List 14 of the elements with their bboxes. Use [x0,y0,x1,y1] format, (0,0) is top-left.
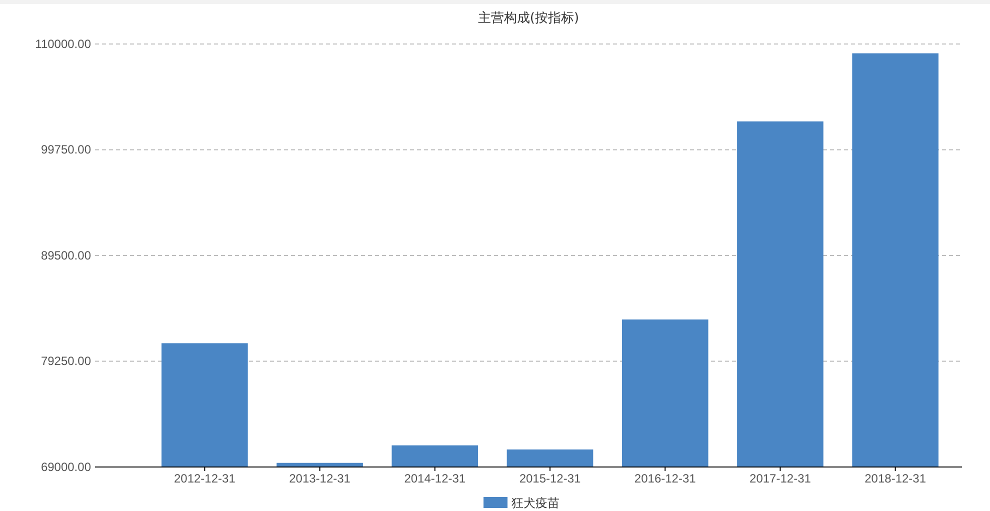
y-tick-label: 69000.00 [40,460,92,474]
chart-title: 主营构成(按指标) [478,10,580,26]
y-tick-label: 79250.00 [40,354,92,368]
x-tick-label: 2017-12-31 [750,472,812,486]
x-tick-label: 2016-12-31 [634,472,696,486]
x-tick-label: 2014-12-31 [404,472,466,486]
legend-label: 狂犬疫苗 [512,496,560,510]
x-tick-label: 2015-12-31 [519,472,582,486]
y-tick-label: 110000.00 [35,36,92,51]
x-tick-label: 2018-12-31 [864,472,926,486]
y-tick-label: 89500.00 [40,248,92,262]
y-tick-label: 99750.00 [40,142,92,157]
x-tick-label: 2012-12-31 [174,472,236,486]
x-tick-label: 2013-12-31 [289,472,351,486]
